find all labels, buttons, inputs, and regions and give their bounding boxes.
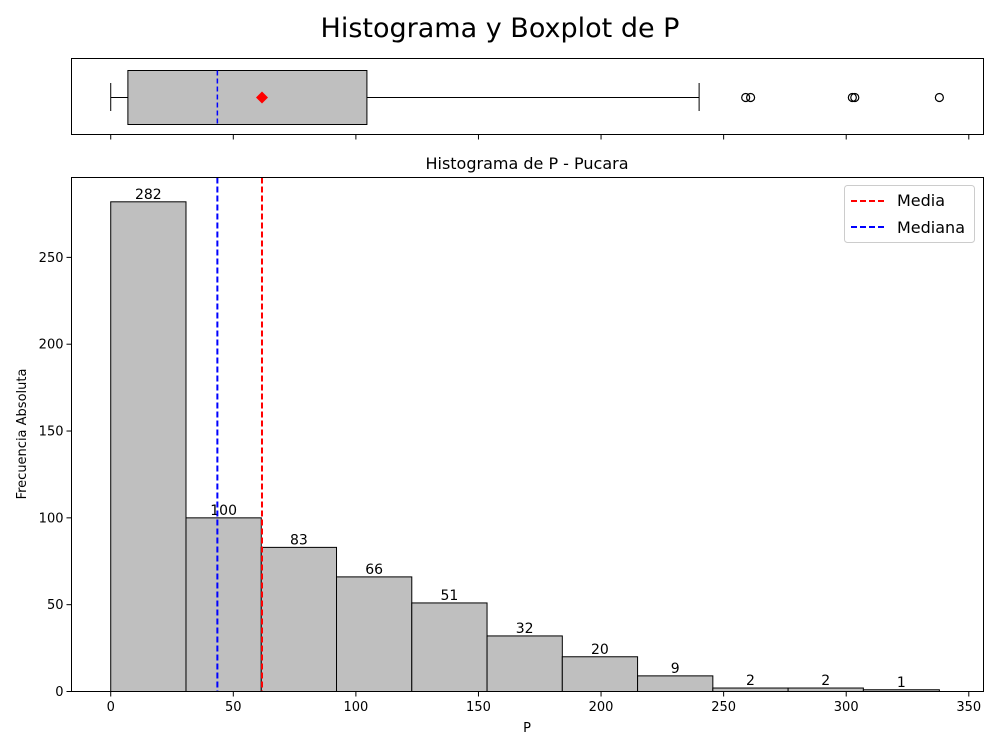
boxplot-outlier <box>741 92 751 103</box>
histogram-axes: Histograma de P - Pucara 282100836651322… <box>15 154 984 736</box>
histogram-bar <box>336 576 413 693</box>
bar-value-label: 9 <box>671 661 680 677</box>
histogram-bar <box>185 517 262 693</box>
histogram-bar <box>561 656 639 692</box>
x-tick-label: 0 <box>107 700 115 715</box>
x-axis-label: P <box>523 721 531 736</box>
boxplot-frame <box>71 58 984 135</box>
y-tick-label: 150 <box>39 425 64 440</box>
boxplot-outlier <box>850 92 860 103</box>
y-tick-label: 200 <box>39 338 64 353</box>
legend-label-mediana: Mediana <box>897 218 965 237</box>
y-tick-label: 50 <box>47 598 64 613</box>
bar-value-label: 32 <box>516 621 534 637</box>
bar-value-label: 2 <box>746 673 755 689</box>
bar-value-label: 51 <box>441 588 459 604</box>
boxplot-outlier <box>847 92 857 103</box>
bar-value-label: 1 <box>897 675 906 691</box>
x-tick-label: 300 <box>834 700 859 715</box>
x-tick-label: 150 <box>466 700 491 715</box>
legend-box <box>844 185 975 243</box>
boxplot-x-ticks <box>110 134 970 140</box>
histogram-bars <box>110 201 940 693</box>
legend-label-media: Media <box>897 191 945 210</box>
histogram-bar <box>637 675 714 693</box>
bar-value-label: 2 <box>821 673 830 689</box>
bar-value-label: 66 <box>365 562 383 578</box>
x-tick-label: 350 <box>956 700 981 715</box>
histogram-bar <box>110 201 187 692</box>
histogram-bar <box>486 635 563 692</box>
boxplot-outlier <box>745 92 756 103</box>
y-tick-label: 0 <box>55 685 63 700</box>
bar-value-label: 282 <box>135 187 162 203</box>
boxplot-mean-marker <box>255 91 268 104</box>
bar-value-label: 83 <box>290 532 308 548</box>
x-tick-label: 50 <box>225 700 242 715</box>
histogram-bar-labels: 282 100 83 66 51 32 20 9 2 2 1 <box>135 187 906 691</box>
bar-value-label: 20 <box>591 642 609 658</box>
boxplot-outlier <box>934 92 944 103</box>
bar-value-label: 100 <box>210 503 237 519</box>
histogram-y-ticks: 0 50 100 150 200 250 <box>39 251 72 700</box>
figure-title: Histograma y Boxplot de P <box>321 13 680 44</box>
histogram-title: Histograma de P - Pucara <box>425 154 628 173</box>
boxplot-axes <box>71 58 984 140</box>
histogram-bar <box>411 602 488 693</box>
y-axis-label: Frecuencia Absoluta <box>15 369 30 500</box>
boxplot-box <box>127 70 368 125</box>
y-tick-label: 250 <box>39 251 64 266</box>
x-tick-label: 100 <box>343 700 368 715</box>
x-tick-label: 250 <box>711 700 736 715</box>
histogram-bar <box>260 546 338 693</box>
legend: Media Mediana <box>844 185 975 243</box>
histogram-frame <box>71 177 984 692</box>
y-tick-label: 100 <box>39 511 64 526</box>
reference-lines <box>216 177 263 692</box>
x-tick-label: 200 <box>589 700 614 715</box>
boxplot-marks <box>110 70 944 125</box>
histogram-x-ticks: 0 50 100 150 200 250 300 350 <box>107 691 981 715</box>
